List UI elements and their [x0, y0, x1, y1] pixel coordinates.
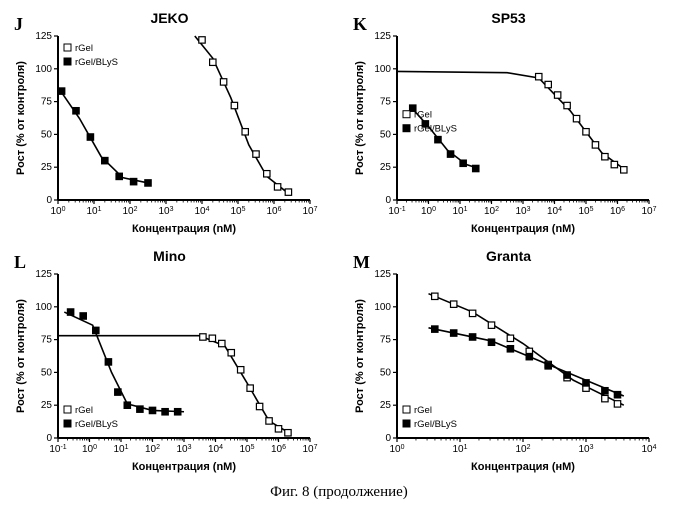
- svg-text:rGel: rGel: [75, 43, 93, 54]
- svg-text:106: 106: [610, 206, 625, 218]
- svg-text:100: 100: [374, 64, 391, 75]
- svg-text:101: 101: [86, 206, 101, 218]
- svg-text:75: 75: [380, 97, 392, 108]
- svg-text:0: 0: [46, 433, 52, 444]
- svg-text:10-1: 10-1: [49, 444, 66, 456]
- svg-text:105: 105: [230, 206, 245, 218]
- svg-text:rGel: rGel: [75, 405, 93, 416]
- svg-text:rGel/BLyS: rGel/BLyS: [414, 419, 457, 430]
- svg-text:Рост (% от контроля): Рост (% от контроля): [354, 61, 366, 175]
- chart-panel-L: LMino 0 25 50 75 100 125 10-1 100 101 102 103 104 105…: [10, 248, 329, 476]
- panel-title: JEKO: [10, 10, 329, 26]
- figure-caption: Фиг. 8 (продолжение): [10, 484, 668, 501]
- svg-text:25: 25: [380, 162, 392, 173]
- svg-text:Концентрация (nM): Концентрация (nM): [132, 223, 236, 235]
- svg-text:125: 125: [374, 269, 391, 280]
- svg-text:125: 125: [35, 269, 52, 280]
- svg-text:125: 125: [374, 31, 391, 42]
- svg-text:100: 100: [421, 206, 436, 218]
- svg-text:50: 50: [380, 129, 392, 140]
- panel-title: Mino: [10, 248, 329, 264]
- svg-text:Концентрация (nM): Концентрация (nM): [132, 461, 236, 473]
- panel-title: Granta: [349, 248, 668, 264]
- svg-text:103: 103: [176, 444, 191, 456]
- svg-text:25: 25: [41, 162, 53, 173]
- svg-text:103: 103: [158, 206, 173, 218]
- chart-panel-M: MGranta 0 25 50 75 100 125 100 101 102 103 104 Конце…: [349, 248, 668, 476]
- svg-text:107: 107: [302, 444, 317, 456]
- panel-letter: M: [353, 252, 370, 273]
- svg-text:rGel: rGel: [414, 110, 432, 121]
- panel-letter: L: [14, 252, 26, 273]
- svg-text:104: 104: [194, 206, 209, 218]
- svg-text:100: 100: [389, 444, 404, 456]
- svg-text:100: 100: [82, 444, 97, 456]
- svg-text:105: 105: [578, 206, 593, 218]
- svg-text:75: 75: [41, 335, 53, 346]
- chart-svg: 0 25 50 75 100 125 10-1 100 101 102 103 104 105 106 10…: [10, 266, 320, 476]
- svg-text:102: 102: [484, 206, 499, 218]
- svg-text:25: 25: [380, 400, 392, 411]
- chart-panel-K: KSP53 0 25 50 75 100 125 10-1 100 101 102 103 104 105…: [349, 10, 668, 238]
- svg-text:Концентрация (нМ): Концентрация (нМ): [471, 461, 575, 473]
- svg-text:100: 100: [50, 206, 65, 218]
- panel-letter: J: [14, 14, 23, 35]
- svg-text:10-1: 10-1: [388, 206, 405, 218]
- chart-svg: 0 25 50 75 100 125 100 101 102 103 104 105 106 107 Кон…: [10, 28, 320, 238]
- svg-text:100: 100: [374, 302, 391, 313]
- chart-svg: 0 25 50 75 100 125 10-1 100 101 102 103 104 105 106 10…: [349, 28, 659, 238]
- chart-svg: 0 25 50 75 100 125 100 101 102 103 104 Концентрация…: [349, 266, 659, 476]
- svg-text:102: 102: [145, 444, 160, 456]
- svg-text:0: 0: [385, 433, 391, 444]
- svg-text:105: 105: [239, 444, 254, 456]
- svg-text:Рост (% от контроля): Рост (% от контроля): [354, 299, 366, 413]
- svg-text:rGel/BLyS: rGel/BLyS: [414, 124, 457, 135]
- svg-text:102: 102: [122, 206, 137, 218]
- svg-text:101: 101: [452, 444, 467, 456]
- svg-text:101: 101: [452, 206, 467, 218]
- svg-text:102: 102: [515, 444, 530, 456]
- svg-text:106: 106: [271, 444, 286, 456]
- svg-text:0: 0: [385, 195, 391, 206]
- svg-text:100: 100: [35, 64, 52, 75]
- chart-panel-J: JJEKO 0 25 50 75 100 125 100 101 102 103 104 105 106 1…: [10, 10, 329, 238]
- svg-text:Концентрация (nM): Концентрация (nM): [471, 223, 575, 235]
- panel-letter: K: [353, 14, 367, 35]
- svg-text:100: 100: [35, 302, 52, 313]
- svg-text:rGel/BLyS: rGel/BLyS: [75, 419, 118, 430]
- svg-text:106: 106: [266, 206, 281, 218]
- svg-text:0: 0: [46, 195, 52, 206]
- svg-text:107: 107: [641, 206, 656, 218]
- svg-text:rGel: rGel: [414, 405, 432, 416]
- svg-text:Рост (% от контроля): Рост (% от контроля): [15, 299, 27, 413]
- chart-grid: JJEKO 0 25 50 75 100 125 100 101 102 103 104 105 106 1…: [10, 10, 668, 476]
- svg-text:104: 104: [641, 444, 656, 456]
- svg-text:103: 103: [578, 444, 593, 456]
- svg-text:104: 104: [208, 444, 223, 456]
- svg-text:75: 75: [380, 335, 392, 346]
- svg-text:rGel/BLyS: rGel/BLyS: [75, 57, 118, 68]
- svg-text:50: 50: [41, 129, 53, 140]
- svg-text:25: 25: [41, 400, 53, 411]
- svg-text:107: 107: [302, 206, 317, 218]
- svg-text:125: 125: [35, 31, 52, 42]
- svg-text:103: 103: [515, 206, 530, 218]
- svg-text:104: 104: [547, 206, 562, 218]
- svg-text:50: 50: [380, 367, 392, 378]
- svg-text:50: 50: [41, 367, 53, 378]
- svg-text:75: 75: [41, 97, 53, 108]
- svg-text:Рост (% от контроля): Рост (% от контроля): [15, 61, 27, 175]
- panel-title: SP53: [349, 10, 668, 26]
- svg-text:101: 101: [113, 444, 128, 456]
